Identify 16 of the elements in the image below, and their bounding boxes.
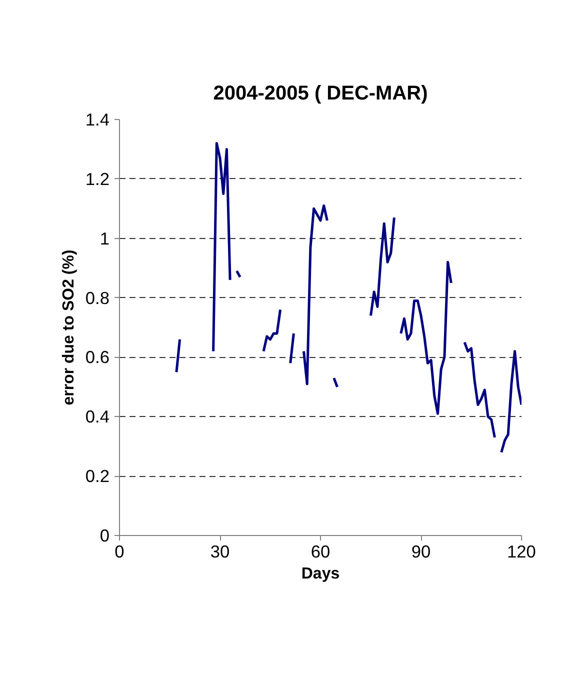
y-tick-label: 0.6 xyxy=(85,347,110,368)
y-tick-label: 0.4 xyxy=(85,406,110,427)
y-tick-label: 0.2 xyxy=(85,466,110,486)
x-tick-label: 120 xyxy=(507,542,536,562)
y-tick-label: 0 xyxy=(100,526,110,546)
y-tick-label: 1.4 xyxy=(85,110,110,130)
y-axis-title: error due to SO2 (%) xyxy=(60,250,78,406)
x-tick-label: 60 xyxy=(310,542,330,562)
x-tick-label: 30 xyxy=(210,542,230,562)
y-tick-label: 1 xyxy=(100,228,110,248)
x-tick-label: 0 xyxy=(114,542,124,562)
x-tick-label: 90 xyxy=(411,542,431,562)
y-tick-label: 0.8 xyxy=(85,288,110,308)
y-tick-label: 1.2 xyxy=(85,168,110,189)
x-axis-title: Days xyxy=(301,566,340,582)
chart-title: 2004-2005 ( DEC-MAR) xyxy=(213,82,428,104)
